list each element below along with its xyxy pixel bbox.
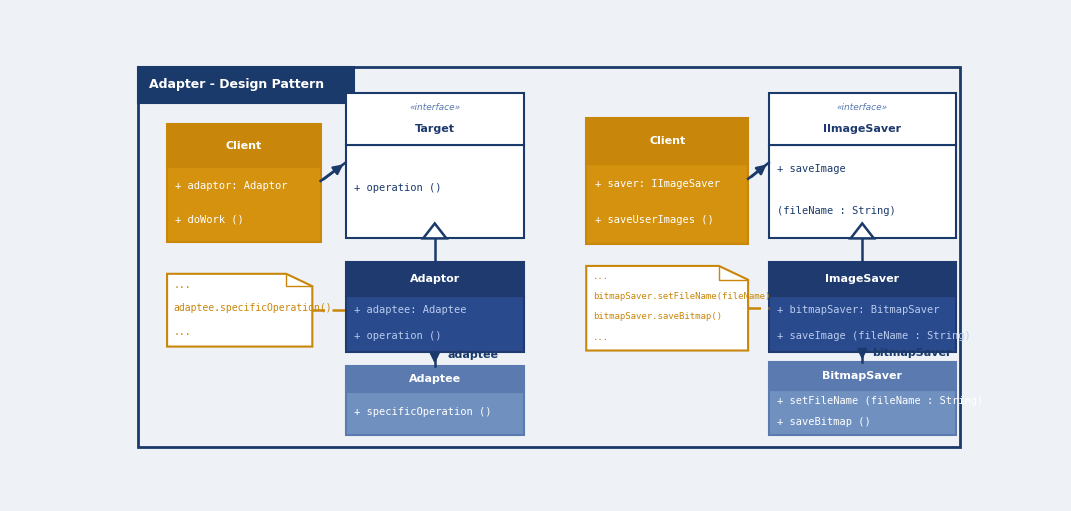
- FancyBboxPatch shape: [138, 67, 353, 103]
- FancyBboxPatch shape: [769, 296, 955, 353]
- FancyBboxPatch shape: [769, 262, 955, 296]
- Text: Target: Target: [414, 125, 455, 134]
- Text: Client: Client: [649, 136, 685, 146]
- FancyBboxPatch shape: [346, 93, 524, 145]
- Text: + operation (): + operation (): [353, 183, 441, 193]
- Text: + saveImage: + saveImage: [778, 164, 846, 174]
- Text: bitmapSaver.saveBitmap(): bitmapSaver.saveBitmap(): [593, 312, 722, 321]
- Polygon shape: [850, 223, 874, 238]
- Text: ...: ...: [593, 272, 609, 281]
- FancyBboxPatch shape: [769, 145, 955, 238]
- Text: + saver: IImageSaver: + saver: IImageSaver: [594, 179, 720, 189]
- FancyBboxPatch shape: [346, 392, 524, 435]
- Text: Client: Client: [226, 141, 262, 151]
- Text: bitmapSaver.setFileName(fileName): bitmapSaver.setFileName(fileName): [593, 292, 770, 301]
- FancyBboxPatch shape: [346, 145, 524, 238]
- Text: + saveImage (fileName : String): + saveImage (fileName : String): [778, 331, 971, 341]
- FancyBboxPatch shape: [346, 366, 524, 392]
- Text: + saveUserImages (): + saveUserImages (): [594, 216, 713, 225]
- Text: ...: ...: [593, 333, 609, 342]
- Text: + doWork (): + doWork (): [176, 215, 244, 225]
- Text: + adaptee: Adaptee: + adaptee: Adaptee: [353, 306, 466, 315]
- Polygon shape: [586, 266, 748, 351]
- Text: «interface»: «interface»: [836, 103, 888, 112]
- Text: adaptee: adaptee: [448, 351, 498, 360]
- Text: Adapter - Design Pattern: Adapter - Design Pattern: [149, 78, 323, 90]
- Text: adaptee.specificOperation(): adaptee.specificOperation(): [174, 304, 332, 313]
- FancyBboxPatch shape: [769, 390, 955, 435]
- FancyBboxPatch shape: [138, 67, 960, 447]
- Polygon shape: [167, 274, 313, 346]
- Text: ...: ...: [174, 327, 192, 337]
- FancyBboxPatch shape: [346, 296, 524, 353]
- Text: ImageSaver: ImageSaver: [825, 274, 900, 284]
- Text: (fileName : String): (fileName : String): [778, 206, 896, 216]
- Text: + operation (): + operation (): [353, 331, 441, 341]
- Text: + bitmapSaver: BitmapSaver: + bitmapSaver: BitmapSaver: [778, 306, 939, 315]
- FancyBboxPatch shape: [167, 124, 320, 167]
- Text: Adaptor: Adaptor: [409, 274, 459, 284]
- FancyBboxPatch shape: [769, 362, 955, 390]
- FancyBboxPatch shape: [586, 164, 748, 244]
- Text: «interface»: «interface»: [409, 103, 461, 112]
- Text: BitmapSaver: BitmapSaver: [823, 371, 902, 381]
- Text: + adaptor: Adaptor: + adaptor: Adaptor: [176, 181, 288, 191]
- FancyBboxPatch shape: [769, 93, 955, 145]
- Text: + saveBitmap (): + saveBitmap (): [778, 417, 871, 427]
- Text: ...: ...: [174, 281, 192, 290]
- Text: bitmapSaver: bitmapSaver: [872, 349, 952, 359]
- FancyBboxPatch shape: [167, 167, 320, 242]
- FancyBboxPatch shape: [346, 262, 524, 296]
- Text: IImageSaver: IImageSaver: [824, 125, 902, 134]
- Text: + specificOperation (): + specificOperation (): [353, 407, 492, 417]
- Polygon shape: [423, 223, 447, 238]
- Text: Adaptee: Adaptee: [409, 375, 461, 384]
- FancyBboxPatch shape: [586, 119, 748, 164]
- Text: + setFileName (fileName : String): + setFileName (fileName : String): [778, 396, 983, 406]
